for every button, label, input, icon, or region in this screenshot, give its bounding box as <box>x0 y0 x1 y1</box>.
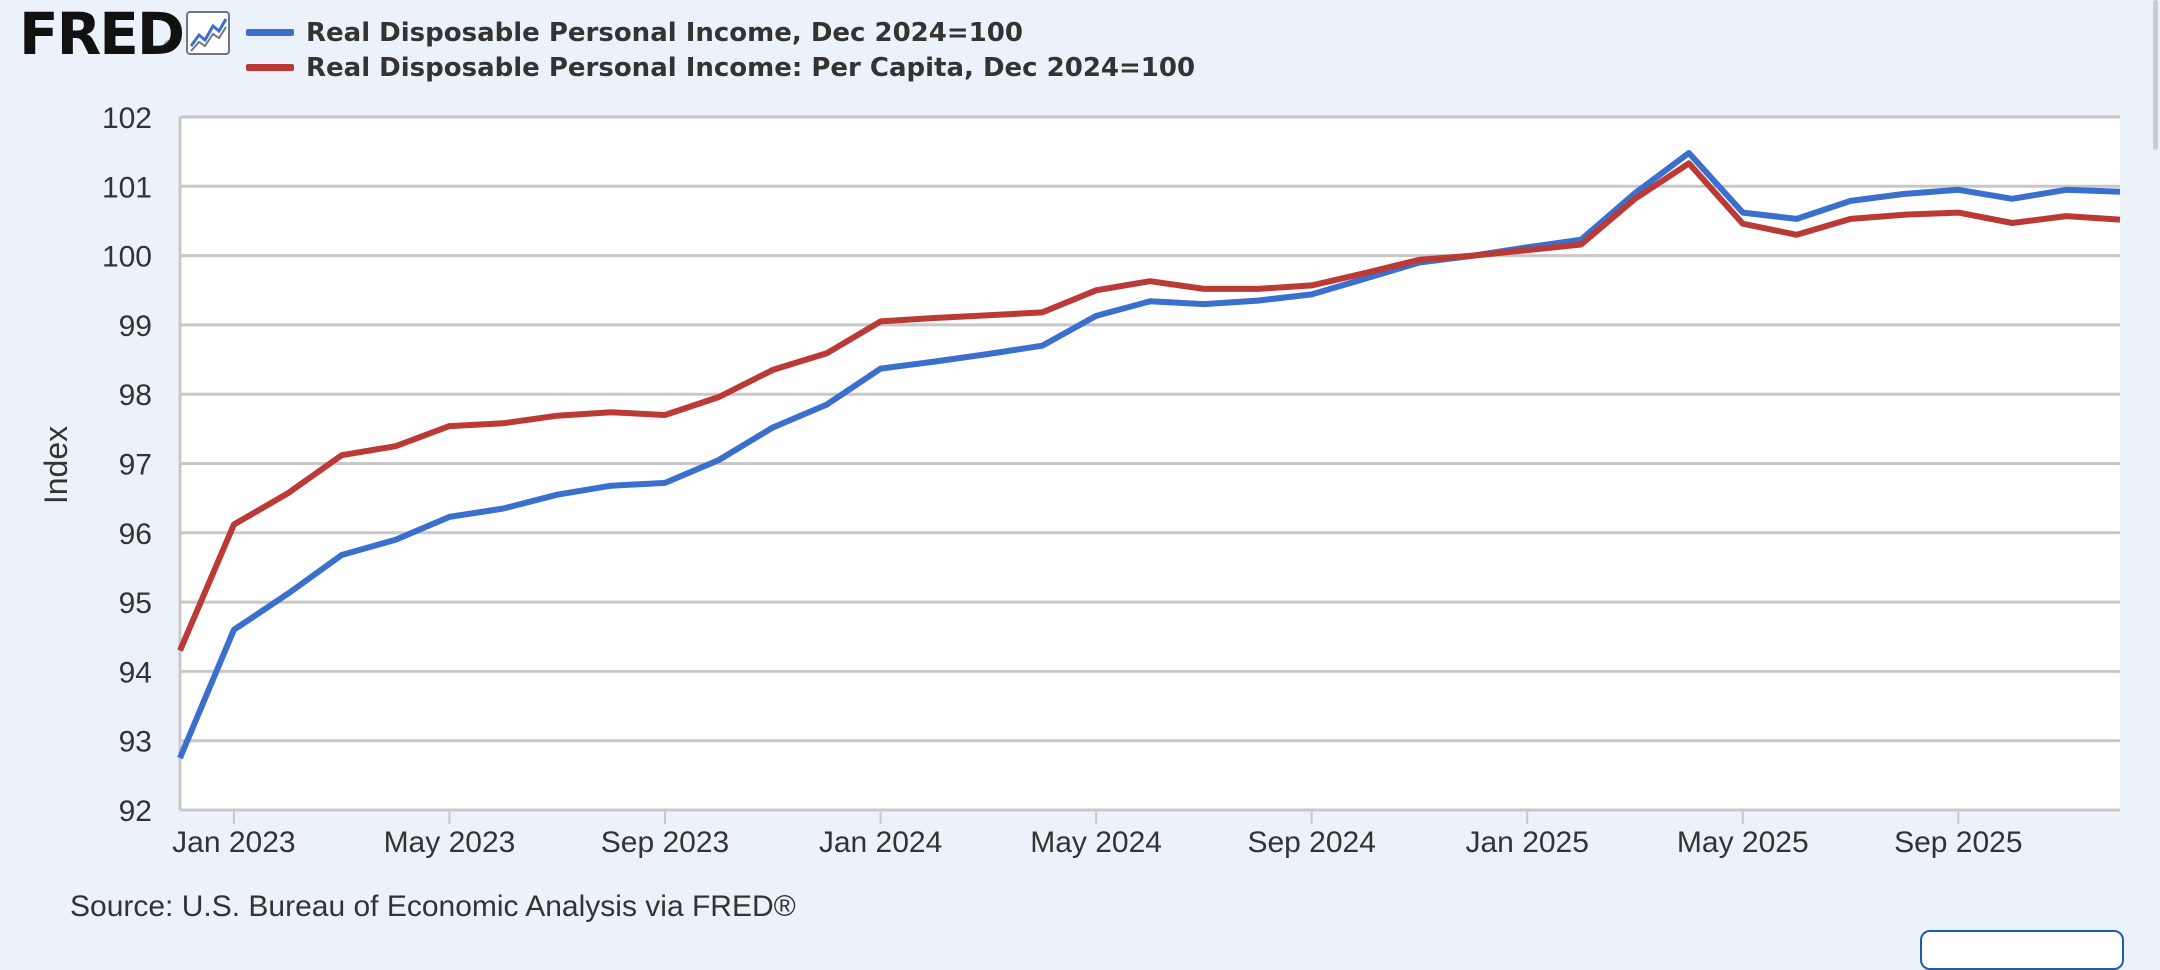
legend-label: Real Disposable Personal Income, Dec 202… <box>306 18 1023 48</box>
x-tick-label: Sep 2025 <box>1894 826 2022 859</box>
legend-label: Real Disposable Personal Income: Per Cap… <box>306 53 1196 83</box>
source-text: Source: U.S. Bureau of Economic Analysis… <box>70 890 796 923</box>
fred-logo[interactable]: FRED <box>19 0 185 68</box>
y-tick-label: 97 <box>119 449 152 482</box>
x-tick-label: Sep 2024 <box>1247 826 1375 859</box>
y-tick-label: 99 <box>119 310 152 343</box>
x-tick-label: May 2024 <box>1030 826 1162 859</box>
line-chart-icon[interactable] <box>186 11 230 55</box>
series-line-total-income[interactable] <box>177 150 2121 760</box>
y-tick-label: 102 <box>102 102 152 135</box>
scrollbar-thumb[interactable] <box>2153 0 2158 150</box>
x-tick-label: Jan 2025 <box>1465 826 1588 859</box>
y-tick-label: 92 <box>119 795 152 828</box>
y-tick-label: 94 <box>119 656 152 689</box>
y-tick-label: 100 <box>102 241 152 274</box>
series-line-per-capita-income[interactable] <box>177 160 2121 652</box>
y-axis-label: Index <box>38 426 74 504</box>
series-lines[interactable] <box>177 150 2121 760</box>
x-axis: Jan 2023 May 2023 Sep 2023 Jan 2024 May 2024… <box>172 810 2023 859</box>
y-tick-label: 95 <box>119 587 152 620</box>
grid-lines <box>178 115 2120 812</box>
x-tick-label: Sep 2023 <box>601 826 729 859</box>
y-tick-label: 98 <box>119 379 152 412</box>
x-tick-label: May 2023 <box>384 826 516 859</box>
y-tick-label: 93 <box>119 726 152 759</box>
line-chart: 102 101 100 99 98 97 96 95 94 93 92 Jan 2023 May 20… <box>38 102 2121 859</box>
legend-swatch-blue <box>246 29 294 36</box>
chart-header: FRED ® Real Disposable Personal Income, … <box>0 0 2160 90</box>
registered-mark: ® <box>163 38 174 51</box>
x-tick-label: Jan 2023 <box>172 826 295 859</box>
y-axis: 102 101 100 99 98 97 96 95 94 93 92 <box>102 102 152 828</box>
x-tick-label: May 2025 <box>1677 826 1809 859</box>
y-tick-label: 101 <box>102 171 152 204</box>
legend-swatch-red <box>246 64 294 71</box>
y-tick-label: 96 <box>119 518 152 551</box>
x-tick-label: Jan 2024 <box>819 826 942 859</box>
download-button[interactable] <box>1920 930 2124 970</box>
